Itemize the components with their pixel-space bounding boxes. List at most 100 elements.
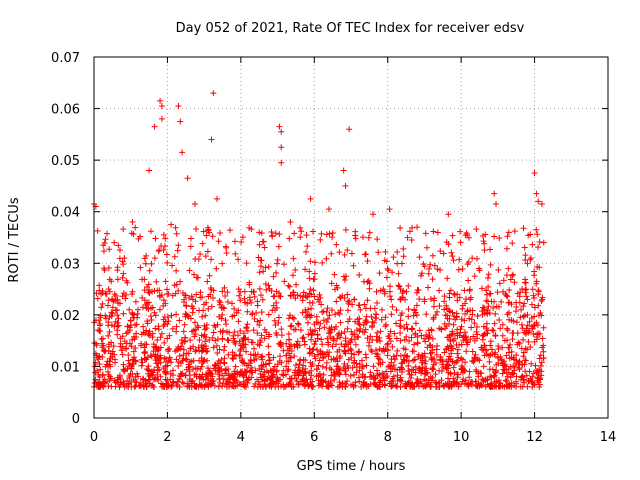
data-point: [360, 322, 367, 329]
data-point: [215, 364, 222, 371]
data-point: [123, 345, 130, 352]
data-point: [154, 376, 161, 383]
data-point: [99, 288, 106, 295]
data-point: [449, 232, 456, 239]
data-point: [237, 351, 244, 358]
data-point: [421, 335, 428, 342]
data-point: [424, 344, 431, 351]
data-point: [472, 351, 479, 358]
data-points: [91, 90, 547, 391]
data-point: [272, 230, 279, 237]
data-point: [164, 382, 171, 389]
data-point: [260, 268, 267, 275]
data-point: [308, 372, 315, 379]
x-axis-label: GPS time / hours: [297, 459, 406, 474]
data-point: [509, 330, 516, 337]
data-point: [154, 287, 161, 294]
data-point: [325, 206, 332, 213]
data-point: [422, 338, 429, 345]
data-point: [394, 372, 401, 379]
data-point: [366, 285, 373, 292]
data-point: [309, 328, 316, 335]
data-point: [179, 370, 186, 377]
data-point: [254, 318, 261, 325]
data-point: [286, 283, 293, 290]
data-point: [311, 293, 318, 300]
data-point: [376, 383, 383, 390]
data-point: [298, 228, 305, 235]
data-point: [506, 299, 513, 306]
data-point: [132, 224, 139, 231]
data-point: [474, 356, 481, 363]
data-point: [521, 300, 528, 307]
data-point: [316, 380, 323, 387]
data-point: [489, 351, 496, 358]
data-point: [482, 346, 489, 353]
data-point: [536, 366, 543, 373]
data-point: [513, 319, 520, 326]
data-point: [461, 317, 468, 324]
data-point: [162, 318, 169, 325]
data-point: [364, 318, 371, 325]
data-point: [292, 295, 299, 302]
data-point: [183, 356, 190, 363]
data-point: [320, 371, 327, 378]
data-point: [450, 375, 457, 382]
data-point: [153, 278, 160, 285]
data-point: [382, 321, 389, 328]
data-point: [406, 337, 413, 344]
y-tick-labels: 0 0.01 0.02 0.03 0.04 0.05 0.06 0.07: [51, 51, 80, 427]
data-point: [523, 286, 530, 293]
data-point: [240, 373, 247, 380]
data-point: [192, 365, 199, 372]
data-point: [269, 233, 276, 240]
data-point: [389, 343, 396, 350]
data-point: [468, 316, 475, 323]
data-point: [346, 297, 353, 304]
data-point: [333, 298, 340, 305]
data-point: [344, 307, 351, 314]
data-point: [258, 366, 265, 373]
data-point: [257, 371, 264, 378]
data-point: [201, 326, 208, 333]
data-point: [315, 351, 322, 358]
data-point: [145, 289, 152, 296]
data-point: [342, 367, 349, 374]
data-point: [538, 200, 545, 207]
data-point: [169, 262, 176, 269]
data-point: [534, 331, 541, 338]
data-point: [356, 321, 363, 328]
data-point: [446, 290, 453, 297]
data-point: [237, 328, 244, 335]
data-point: [540, 348, 547, 355]
x-tick-label: 4: [237, 430, 245, 445]
data-point: [223, 321, 230, 328]
data-point: [416, 254, 423, 261]
data-point: [421, 353, 428, 360]
data-point: [273, 330, 280, 337]
data-point: [371, 319, 378, 326]
data-point: [102, 315, 109, 322]
data-point: [302, 306, 309, 313]
data-point: [118, 347, 125, 354]
data-point: [185, 382, 192, 389]
data-point: [101, 239, 108, 246]
data-point: [119, 258, 126, 265]
data-point: [397, 317, 404, 324]
data-point: [114, 312, 121, 319]
data-point: [432, 371, 439, 378]
data-point: [152, 351, 159, 358]
data-point: [193, 274, 200, 281]
data-point: [414, 287, 421, 294]
data-point: [499, 370, 506, 377]
data-point: [295, 381, 302, 388]
data-point: [509, 271, 516, 278]
data-point: [303, 248, 310, 255]
data-point: [323, 364, 330, 371]
data-point: [443, 302, 450, 309]
data-point: [323, 231, 330, 238]
data-point: [522, 276, 529, 283]
data-point: [139, 375, 146, 382]
data-point: [411, 307, 418, 314]
data-point: [445, 362, 452, 369]
